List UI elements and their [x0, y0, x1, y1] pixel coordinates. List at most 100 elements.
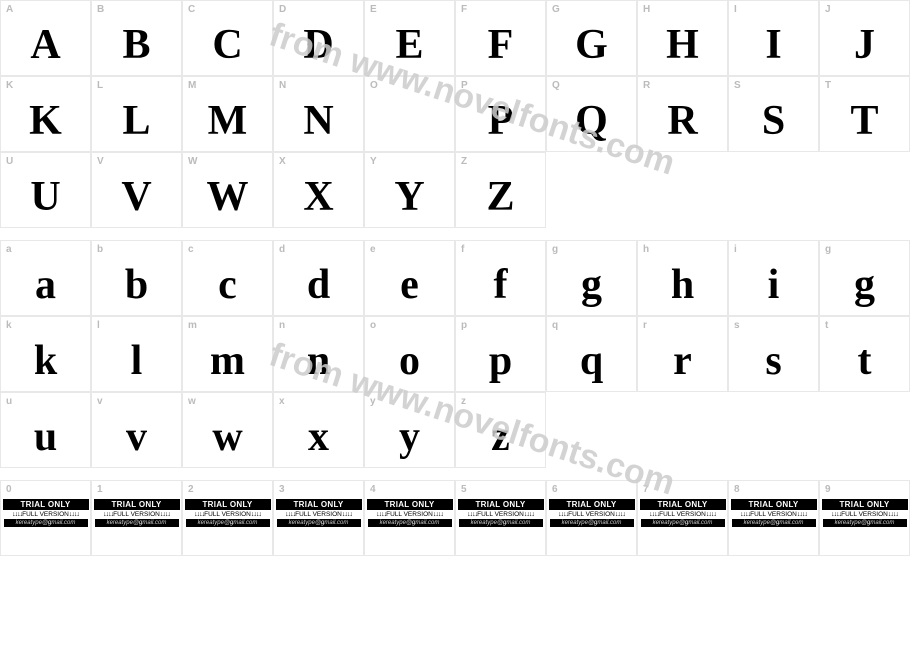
cell-label: K [6, 80, 13, 91]
cell-label: Y [370, 156, 377, 167]
full-version-row: ↓↓↓↓ FULL VERSION ↓↓↓↓ [456, 511, 545, 518]
cell-glyph: u [1, 413, 90, 461]
cell-glyph: Y [365, 173, 454, 221]
lowercase-cell: cc [182, 240, 273, 316]
lowercase-cell: vv [91, 392, 182, 468]
contact-email: kereatype@gmail.com [186, 519, 270, 527]
contact-email: kereatype@gmail.com [459, 519, 543, 527]
cell-glyph: p [456, 337, 545, 385]
lowercase-cell: ff [455, 240, 546, 316]
uppercase-cell: CC [182, 0, 273, 76]
cell-label: c [188, 244, 194, 255]
cell-glyph: X [274, 173, 363, 221]
arrow-down-icon: ↓↓↓↓ [12, 511, 22, 518]
full-version-label: FULL VERSION [477, 511, 524, 518]
cell-glyph: x [274, 413, 363, 461]
uppercase-cell: RR [637, 76, 728, 152]
full-version-label: FULL VERSION [750, 511, 797, 518]
arrow-down-icon: ↓↓↓↓ [69, 511, 79, 518]
cell-glyph: V [92, 173, 181, 221]
digit-inner: TRIAL ONLY↓↓↓↓ FULL VERSION ↓↓↓↓kereatyp… [547, 499, 636, 527]
cell-glyph: Z [456, 173, 545, 221]
cell-label: M [188, 80, 196, 91]
arrow-down-icon: ↓↓↓↓ [888, 511, 898, 518]
cell-label: 0 [6, 484, 12, 495]
lowercase-cell: ll [91, 316, 182, 392]
cell-glyph: T [820, 97, 909, 145]
contact-email: kereatype@gmail.com [95, 519, 179, 527]
uppercase-cell: PP [455, 76, 546, 152]
digits-section: 0TRIAL ONLY↓↓↓↓ FULL VERSION ↓↓↓↓kereaty… [0, 480, 911, 556]
cell-glyph: f [456, 261, 545, 309]
cell-glyph: P [456, 97, 545, 145]
cell-label: e [370, 244, 376, 255]
cell-label: v [97, 396, 103, 407]
uppercase-cell: DD [273, 0, 364, 76]
cell-glyph: q [547, 337, 636, 385]
cell-label: p [461, 320, 467, 331]
uppercase-row-2: KKLLMMNNOPPQQRRSSTT [0, 76, 911, 152]
arrow-down-icon: ↓↓↓↓ [615, 511, 625, 518]
trial-only-badge: TRIAL ONLY [640, 499, 726, 510]
uppercase-cell: YY [364, 152, 455, 228]
uppercase-cell: BB [91, 0, 182, 76]
cell-glyph: b [92, 261, 181, 309]
cell-glyph: N [274, 97, 363, 145]
cell-label: g [552, 244, 558, 255]
cell-glyph: t [820, 337, 909, 385]
cell-label: u [6, 396, 12, 407]
full-version-label: FULL VERSION [22, 511, 69, 518]
cell-label: J [825, 4, 831, 15]
cell-label: o [370, 320, 376, 331]
cell-label: m [188, 320, 197, 331]
lowercase-cell: qq [546, 316, 637, 392]
trial-only-badge: TRIAL ONLY [731, 499, 817, 510]
cell-label: y [370, 396, 376, 407]
cell-label: 8 [734, 484, 740, 495]
digit-inner: TRIAL ONLY↓↓↓↓ FULL VERSION ↓↓↓↓kereatyp… [456, 499, 545, 527]
lowercase-cell: kk [0, 316, 91, 392]
cell-glyph: k [1, 337, 90, 385]
cell-label: G [552, 4, 560, 15]
cell-label: 7 [643, 484, 649, 495]
full-version-label: FULL VERSION [113, 511, 160, 518]
uppercase-cell: QQ [546, 76, 637, 152]
trial-only-badge: TRIAL ONLY [822, 499, 908, 510]
contact-email: kereatype@gmail.com [641, 519, 725, 527]
cell-label: 5 [461, 484, 467, 495]
full-version-row: ↓↓↓↓ FULL VERSION ↓↓↓↓ [365, 511, 454, 518]
digit-inner: TRIAL ONLY↓↓↓↓ FULL VERSION ↓↓↓↓kereatyp… [638, 499, 727, 527]
full-version-label: FULL VERSION [204, 511, 251, 518]
trial-only-badge: TRIAL ONLY [367, 499, 453, 510]
trial-only-badge: TRIAL ONLY [276, 499, 362, 510]
arrow-down-icon: ↓↓↓↓ [194, 511, 204, 518]
uppercase-cell: ZZ [455, 152, 546, 228]
cell-label: H [643, 4, 650, 15]
digit-cell: 1TRIAL ONLY↓↓↓↓ FULL VERSION ↓↓↓↓kereaty… [91, 480, 182, 556]
cell-label: B [97, 4, 104, 15]
cell-glyph: g [547, 261, 636, 309]
arrow-down-icon: ↓↓↓↓ [524, 511, 534, 518]
cell-label: R [643, 80, 650, 91]
full-version-label: FULL VERSION [841, 511, 888, 518]
digit-cell: 4TRIAL ONLY↓↓↓↓ FULL VERSION ↓↓↓↓kereaty… [364, 480, 455, 556]
full-version-row: ↓↓↓↓ FULL VERSION ↓↓↓↓ [729, 511, 818, 518]
cell-glyph: s [729, 337, 818, 385]
lowercase-cell: nn [273, 316, 364, 392]
cell-label: q [552, 320, 558, 331]
cell-glyph: r [638, 337, 727, 385]
cell-label: 3 [279, 484, 285, 495]
trial-only-badge: TRIAL ONLY [549, 499, 635, 510]
lowercase-cell: oo [364, 316, 455, 392]
cell-label: g [825, 244, 831, 255]
cell-label: s [734, 320, 740, 331]
uppercase-cell: AA [0, 0, 91, 76]
cell-label: Z [461, 156, 467, 167]
uppercase-cell: LL [91, 76, 182, 152]
cell-glyph: a [1, 261, 90, 309]
lowercase-cell: gg [819, 240, 910, 316]
digits-row: 0TRIAL ONLY↓↓↓↓ FULL VERSION ↓↓↓↓kereaty… [0, 480, 911, 556]
uppercase-cell: WW [182, 152, 273, 228]
cell-glyph: n [274, 337, 363, 385]
cell-glyph: A [1, 21, 90, 69]
